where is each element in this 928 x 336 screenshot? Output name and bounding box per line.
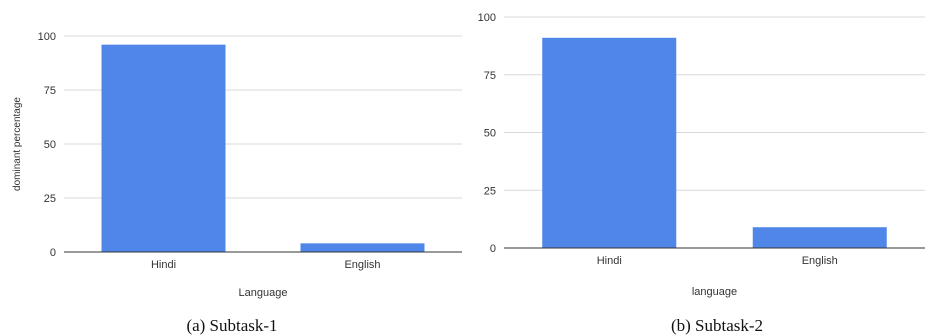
chart2-x-axis-title: language [692, 286, 737, 298]
chart1-caption: (a) Subtask-1 [186, 316, 277, 335]
chart1-xtick-label: English [344, 259, 380, 271]
chart2-bar-english [752, 227, 887, 248]
chart2-ytick-label: 100 [478, 12, 496, 24]
chart1-bar-hindi [101, 44, 226, 252]
chart1-y-axis-title: dominant percentage [12, 97, 23, 191]
chart1-ytick-label: 25 [44, 193, 56, 205]
chart1-ytick-label: 50 [44, 139, 56, 151]
chart1-x-axis-title: Language [239, 287, 288, 299]
chart2-ytick-label: 75 [484, 70, 496, 82]
chart2-ytick-label: 25 [484, 185, 496, 197]
chart1-ytick-label: 100 [38, 31, 56, 43]
chart1-ytick-label: 75 [44, 85, 56, 97]
chart2-ytick-label: 0 [490, 243, 496, 255]
chart2-ytick-label: 50 [484, 128, 496, 140]
chart1-ytick-label: 0 [50, 247, 56, 259]
chart2-bar-hindi [542, 37, 677, 248]
chart2-caption: (b) Subtask-2 [671, 316, 763, 335]
chart1-bar-english [300, 243, 425, 252]
chart2-xtick-label: Hindi [597, 255, 622, 267]
chart2-xtick-label: English [802, 255, 838, 267]
chart1-xtick-label: Hindi [151, 259, 176, 271]
